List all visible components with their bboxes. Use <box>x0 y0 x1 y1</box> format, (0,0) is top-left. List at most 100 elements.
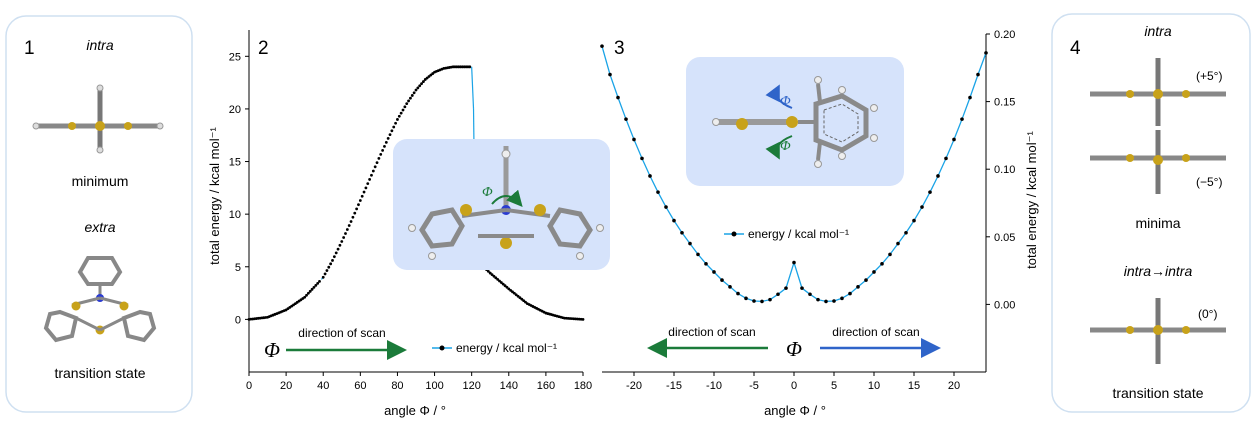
panel-2-data-point <box>381 148 384 152</box>
panel-2-data-point <box>375 161 379 164</box>
panel-2-data-point <box>379 152 383 156</box>
panel-2-data-point <box>412 91 416 95</box>
panel-3-y-tick-label: 0.20 <box>994 29 1015 41</box>
panel-3-data-point <box>776 292 780 297</box>
panel-2-data-point <box>336 247 340 251</box>
panel-2-y-tick-label: 15 <box>229 157 241 169</box>
panel-3-y-ticks: 0.00 0.05 0.10 0.15 0.20 <box>986 29 1015 311</box>
panel-3-data-point <box>944 156 948 161</box>
panel-2-inset-phi: Φ <box>482 185 493 200</box>
panel-1-transition-caption: transition state <box>54 365 145 381</box>
panel-2-data-point <box>392 125 396 129</box>
molecule-transition-state-zero <box>1090 298 1226 364</box>
panel-3-data-point <box>976 72 980 77</box>
panel-3-data-point <box>800 286 804 290</box>
panel-3-x-tick-label: 15 <box>908 380 920 392</box>
panel-2-data-point <box>357 203 360 207</box>
panel-3-legend-label: energy / kcal mol⁻¹ <box>748 227 849 241</box>
panel-3-data-point <box>920 205 924 209</box>
panel-2-data-point <box>355 207 359 211</box>
panel-2-x-tick-label: 60 <box>354 380 366 392</box>
panel-2-data-point <box>501 282 505 286</box>
panel-3-data-point <box>624 117 628 121</box>
panel-2-x-tick-label: 160 <box>537 380 555 392</box>
panel-3-x-tick-label: 10 <box>868 380 880 392</box>
panel-2-data-point <box>496 277 500 281</box>
panel-4-mid-label: intra→intra <box>1124 263 1193 279</box>
panel-2-y-axis-label: total energy / kcal mol⁻¹ <box>207 127 222 265</box>
panel-2-data-point <box>314 283 318 287</box>
panel-3-data-point <box>856 285 860 289</box>
panel-2-phi-symbol: Φ <box>264 338 280 362</box>
molecule-intra-minimum <box>32 84 164 154</box>
molecule-panel-2-inset <box>408 146 604 260</box>
panel-3-data-point <box>784 286 788 290</box>
panel-2-legend-label: energy / kcal mol⁻¹ <box>456 341 557 355</box>
panel-2-data-point <box>384 140 388 144</box>
panel-2-data-point <box>342 236 346 239</box>
panel-2-y-ticks: 0 5 10 15 20 25 <box>229 51 249 326</box>
panel-2-data-point <box>394 121 397 125</box>
panel-2-data-point <box>308 289 312 293</box>
panel-2-data-point <box>364 186 368 190</box>
panel-1-frame <box>5 15 193 413</box>
panel-4-plus-label: (+5°) <box>1196 69 1222 83</box>
panel-2-data-point <box>347 224 351 227</box>
panel-2-data-point <box>334 251 338 255</box>
panel-3-x-tick-label: -5 <box>749 380 759 392</box>
panel-3-data-point <box>824 299 828 304</box>
panel-2-data-point <box>407 99 410 103</box>
panel-4-minus-label: (−5°) <box>1196 175 1222 189</box>
panel-3-scan-label-right: direction of scan <box>832 325 919 339</box>
panel-3-data-point <box>744 296 748 301</box>
panel-2-x-tick-label: 0 <box>246 380 252 392</box>
panel-3-data-point <box>760 299 764 304</box>
panel-3-number: 3 <box>614 38 625 59</box>
panel-2-data-point <box>318 279 321 283</box>
panel-3-legend: energy / kcal mol⁻¹ <box>724 227 849 241</box>
panel-2-x-tick-label: 100 <box>425 380 443 392</box>
panel-2-data-point <box>358 199 362 202</box>
panel-2-data-point <box>486 269 490 273</box>
panel-4-frame <box>1051 13 1251 413</box>
panel-3-inset-phi-bottom: Φ <box>780 139 791 154</box>
panel-2-data-point <box>377 156 381 160</box>
panel-3-data-point <box>696 252 700 257</box>
panel-2-data-point <box>494 276 498 280</box>
panel-2-data-point <box>340 240 344 243</box>
panel-3-data-point <box>840 296 844 301</box>
panel-2-drop-segment <box>471 66 475 109</box>
panel-2-x-axis-label: angle Φ / ° <box>384 403 446 418</box>
panel-3-data-point <box>816 297 820 302</box>
panel-3-y-axis-label: total energy / kcal mol⁻¹ <box>1024 131 1039 269</box>
panel-2-data-point <box>492 274 496 278</box>
panel-2-data-point <box>332 255 336 259</box>
panel-2-data-point <box>331 259 334 262</box>
panel-2-data-point <box>503 284 507 288</box>
panel-3-data-point <box>960 117 964 121</box>
panel-2-data-point <box>344 232 347 235</box>
panel-3-data-point <box>680 230 684 235</box>
panel-2-x-tick-label: 180 <box>574 380 592 392</box>
panel-2-data-point <box>325 269 329 272</box>
panel-1-mid-label: extra <box>84 219 115 235</box>
panel-2-data-point <box>305 293 308 297</box>
panel-3-data-point <box>632 137 636 142</box>
panel-3-x-tick-label: 0 <box>791 380 797 392</box>
panel-4-top-label: intra <box>1144 23 1171 39</box>
panel-2-data-point <box>373 165 377 169</box>
panel-3-data-point <box>752 299 756 303</box>
panel-3-data-point <box>904 230 908 235</box>
panel-3-data-point <box>928 190 932 194</box>
panel-2-data-point <box>499 281 503 284</box>
panel-2-data-point <box>403 105 407 109</box>
panel-2-data-point <box>410 94 414 97</box>
panel-2-data-point <box>349 220 353 223</box>
panel-3-y-tick-label: 0.10 <box>994 164 1015 176</box>
panel-2-x-tick-label: 80 <box>391 380 403 392</box>
panel-3-data-point <box>864 278 868 282</box>
panel-3-data-point <box>720 278 724 282</box>
panel-3-data-point <box>888 252 892 257</box>
